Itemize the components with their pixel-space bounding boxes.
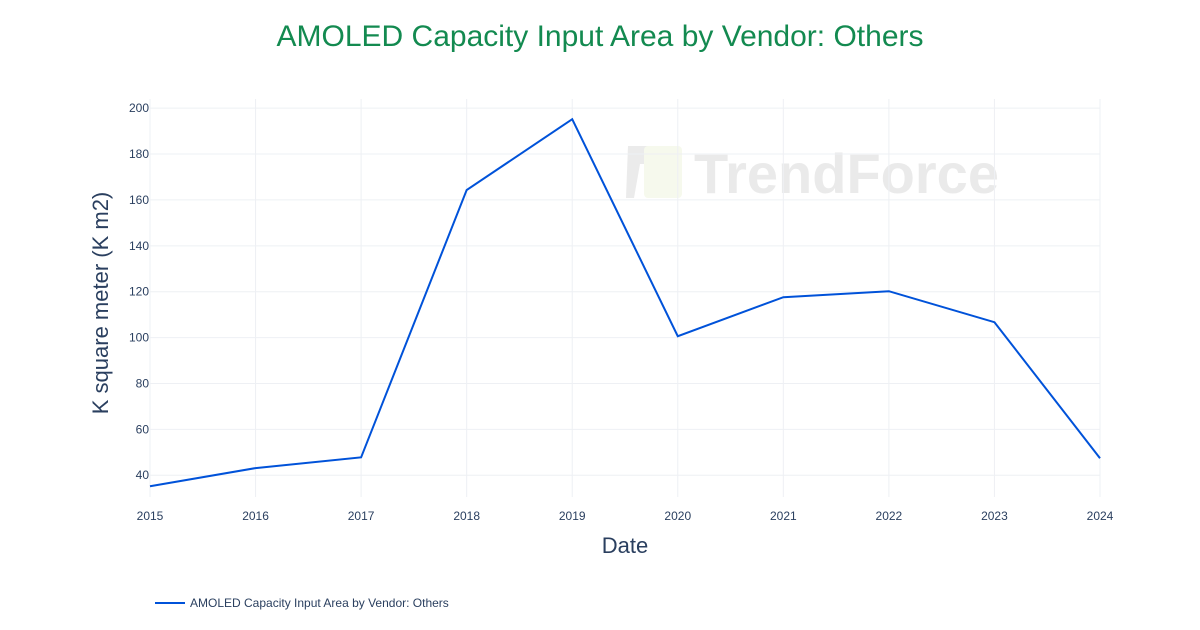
x-tick-label: 2015	[137, 509, 164, 523]
y-tick-label: 180	[129, 147, 149, 161]
trendforce-watermark: TrendForce	[626, 142, 999, 205]
x-tick-label: 2018	[453, 509, 480, 523]
series-line[interactable]	[149, 117, 1101, 488]
y-axis-label: K square meter (K m2)	[88, 192, 113, 415]
x-tick-label: 2019	[559, 509, 586, 523]
y-tick-label: 140	[129, 239, 149, 253]
legend-swatch	[155, 602, 185, 604]
x-axis-label: Date	[602, 533, 648, 558]
chart-title: AMOLED Capacity Input Area by Vendor: Ot…	[276, 20, 924, 53]
y-tick-label: 120	[129, 285, 149, 299]
y-tick-label: 60	[136, 422, 150, 436]
y-tick-label: 80	[136, 376, 150, 390]
svg-text:TrendForce: TrendForce	[694, 142, 999, 205]
legend-label: AMOLED Capacity Input Area by Vendor: Ot…	[190, 596, 449, 610]
y-tick-label: 200	[129, 101, 149, 115]
y-tick-label: 40	[136, 468, 150, 482]
y-tick-label: 160	[129, 193, 149, 207]
x-tick-label: 2017	[348, 509, 375, 523]
x-tick-label: 2022	[876, 509, 903, 523]
y-tick-label: 100	[129, 331, 149, 345]
x-tick-label: 2023	[981, 509, 1008, 523]
x-tick-label: 2020	[664, 509, 691, 523]
legend[interactable]: AMOLED Capacity Input Area by Vendor: Ot…	[155, 596, 449, 610]
x-tick-label: 2021	[770, 509, 797, 523]
x-tick-label: 2024	[1087, 509, 1114, 523]
x-tick-label: 2016	[242, 509, 269, 523]
